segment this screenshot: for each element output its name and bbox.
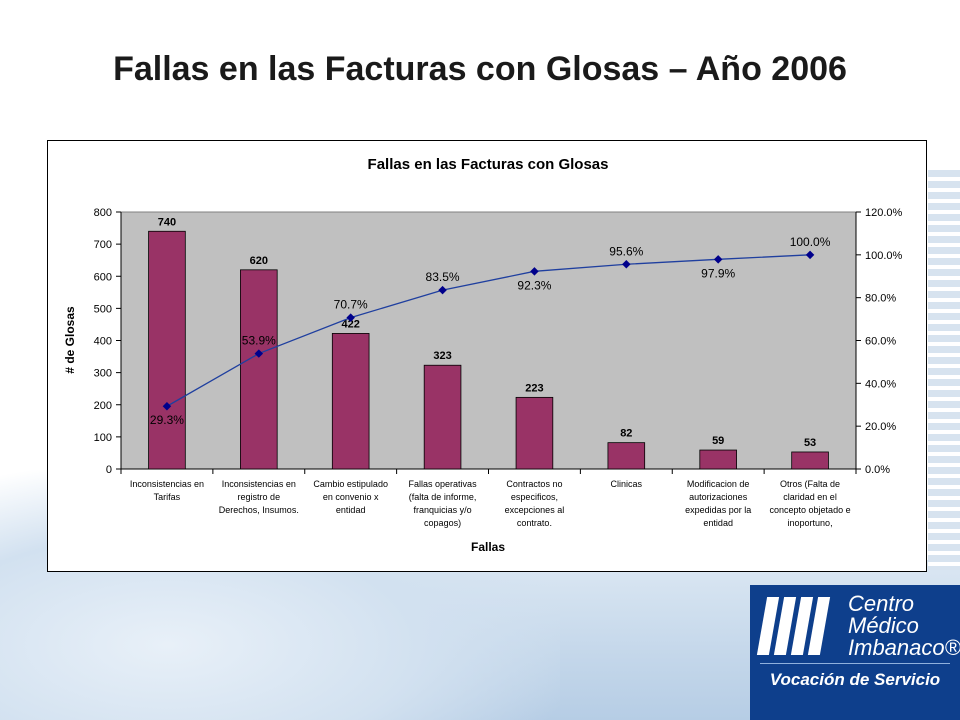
y2-tick-label: 100.0% bbox=[865, 250, 903, 262]
y-tick-label: 300 bbox=[94, 368, 112, 380]
plot-area bbox=[120, 211, 857, 470]
x-tick-label: franquicias y/o bbox=[414, 505, 472, 515]
y-tick-label: 700 bbox=[94, 239, 112, 251]
logo-divider bbox=[760, 663, 950, 664]
logo-line-3: Imbanaco® bbox=[848, 635, 960, 660]
cumulative-point bbox=[162, 402, 172, 411]
cumulative-value-label: 92.3% bbox=[517, 278, 551, 292]
bar-value-label: 620 bbox=[250, 255, 268, 267]
y-tick-label: 600 bbox=[94, 271, 112, 283]
y-tick-label: 100 bbox=[94, 432, 112, 444]
logo: Centro Médico Imbanaco® Vocación de Serv… bbox=[750, 585, 960, 720]
x-tick-label: Otros (Falta de bbox=[780, 479, 840, 489]
y2-tick-label: 40.0% bbox=[865, 378, 896, 390]
x-tick-label: Modificacion de bbox=[687, 479, 750, 489]
cumulative-value-label: 53.9% bbox=[242, 334, 276, 348]
y-tick-label: 0 bbox=[106, 464, 112, 476]
x-tick-label: Contractos no bbox=[506, 479, 562, 489]
bar-value-label: 82 bbox=[620, 428, 632, 440]
x-tick-label: Cambio estipulado bbox=[313, 479, 388, 489]
y-tick-label: 200 bbox=[94, 400, 112, 412]
x-tick-label: Clinicas bbox=[611, 479, 643, 489]
x-tick-label: Derechos, Insumos. bbox=[219, 505, 299, 515]
bar bbox=[148, 230, 186, 470]
x-tick-label: entidad bbox=[703, 518, 733, 528]
cumulative-value-label: 29.3% bbox=[150, 413, 184, 427]
x-tick-label: contrato. bbox=[517, 518, 552, 528]
x-axis-title: Fallas bbox=[471, 540, 505, 554]
y-tick-label: 400 bbox=[94, 336, 112, 348]
logo-line-2: Médico bbox=[848, 613, 919, 638]
cumulative-line bbox=[166, 254, 811, 407]
chart-title: Fallas en las Facturas con Glosas bbox=[368, 156, 609, 173]
y2-tick-label: 0.0% bbox=[865, 464, 890, 476]
pareto-chart: Fallas en las Facturas con Glosas # de G… bbox=[63, 156, 903, 554]
logo-tagline: Vocación de Servicio bbox=[769, 670, 941, 689]
bar-value-label: 59 bbox=[712, 435, 724, 447]
bar bbox=[240, 269, 278, 470]
slide-title: Fallas en las Facturas con Glosas – Año … bbox=[113, 50, 847, 88]
x-tick-label: expedidas por la bbox=[685, 505, 751, 515]
x-tick-label: (falta de informe, bbox=[409, 492, 477, 502]
bar-value-label: 53 bbox=[804, 437, 816, 449]
bar-value-label: 323 bbox=[433, 350, 451, 362]
cumulative-point bbox=[438, 285, 447, 295]
logo-line-1: Centro bbox=[848, 591, 915, 616]
x-tick-label: claridad en el bbox=[783, 492, 837, 502]
bar bbox=[791, 451, 829, 470]
x-tick-label: copagos) bbox=[424, 518, 461, 528]
cumulative-value-label: 83.5% bbox=[426, 270, 460, 284]
x-tick-label: excepciones al bbox=[505, 505, 565, 515]
y2-tick-label: 60.0% bbox=[865, 336, 896, 348]
cumulative-point bbox=[254, 349, 264, 358]
bar-value-label: 740 bbox=[158, 216, 176, 228]
x-tick-label: Inconsistencias en bbox=[222, 479, 296, 489]
x-tick-label: autorizaciones bbox=[689, 492, 748, 502]
bar-value-label: 223 bbox=[525, 382, 543, 394]
logo-mark-icon bbox=[756, 597, 831, 660]
x-tick-label: especificos, bbox=[511, 492, 558, 502]
y2-tick-label: 80.0% bbox=[865, 293, 896, 305]
cumulative-value-label: 100.0% bbox=[790, 235, 831, 249]
x-tick-label: en convenio x bbox=[323, 492, 379, 502]
x-tick-label: Tarifas bbox=[154, 492, 181, 502]
y-tick-label: 500 bbox=[94, 303, 112, 315]
cumulative-value-label: 97.9% bbox=[701, 266, 735, 280]
x-tick-label: registro de bbox=[238, 492, 281, 502]
bar bbox=[607, 442, 646, 470]
x-tick-label: Fallas operativas bbox=[409, 479, 478, 489]
cumulative-value-label: 95.6% bbox=[609, 244, 643, 258]
bar bbox=[331, 333, 370, 470]
bar bbox=[515, 396, 554, 470]
cumulative-value-label: 70.7% bbox=[334, 298, 368, 312]
x-tick-label: entidad bbox=[336, 505, 366, 515]
x-tick-label: inoportuno, bbox=[788, 518, 833, 528]
y-tick-label: 800 bbox=[94, 207, 112, 219]
y2-tick-label: 20.0% bbox=[865, 421, 896, 433]
x-tick-label: Inconsistencias en bbox=[130, 479, 204, 489]
y-axis-title: # de Glosas bbox=[63, 306, 77, 374]
x-tick-label: concepto objetado e bbox=[770, 505, 851, 515]
bar bbox=[699, 449, 737, 470]
y2-tick-label: 120.0% bbox=[865, 207, 903, 219]
cumulative-point bbox=[346, 313, 355, 322]
bar bbox=[423, 364, 462, 470]
background-stripes bbox=[928, 170, 960, 570]
bar-value-label: 422 bbox=[342, 318, 360, 330]
